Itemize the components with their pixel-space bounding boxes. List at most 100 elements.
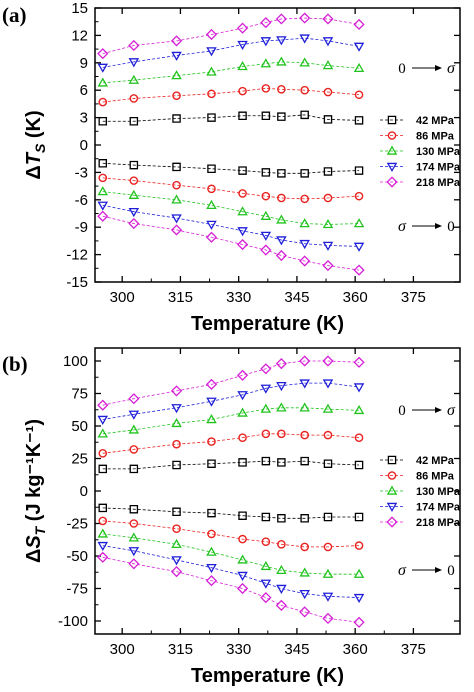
- legend-marker: [386, 502, 398, 512]
- data-point: [128, 393, 140, 405]
- data-point: [275, 249, 287, 262]
- series-line: [102, 114, 360, 122]
- data-point: [97, 201, 109, 211]
- series-218-mpa: [97, 355, 365, 411]
- annotation-start: σ: [398, 562, 407, 579]
- legend-entry: 174 MPa: [380, 502, 461, 514]
- data-point: [170, 224, 183, 236]
- data-point: [353, 593, 365, 604]
- data-point: [170, 566, 183, 578]
- data-point: [260, 384, 272, 394]
- series-line: [102, 360, 360, 406]
- y-tick-label: -75: [66, 581, 88, 598]
- y-tick-label: -6: [75, 192, 88, 209]
- data-point: [323, 542, 333, 552]
- data-point: [98, 117, 108, 126]
- data-point: [353, 218, 365, 228]
- data-point: [172, 91, 181, 100]
- data-point: [128, 558, 140, 570]
- data-point: [206, 199, 217, 209]
- data-point: [207, 529, 216, 539]
- data-point: [322, 259, 334, 272]
- series-174-mpa: [97, 201, 365, 252]
- data-point: [237, 40, 248, 50]
- series-42-mpa: [98, 503, 364, 523]
- legend-label: 218 MPa: [416, 177, 461, 189]
- data-point: [207, 184, 216, 194]
- data-point: [171, 194, 182, 204]
- data-point: [172, 439, 181, 449]
- data-point: [207, 508, 216, 518]
- y-axis-subscript: T: [32, 525, 48, 535]
- data-point: [171, 51, 182, 61]
- series-218-mpa: [97, 210, 365, 276]
- legend-marker: [386, 176, 398, 188]
- x-tick-label: 345: [284, 289, 309, 306]
- data-point: [323, 115, 333, 124]
- annotation-start: 0: [398, 403, 406, 419]
- y-tick-label: 25: [71, 451, 88, 468]
- data-point: [260, 210, 272, 220]
- data-point: [353, 568, 365, 578]
- y-axis-delta: Δ: [23, 549, 45, 563]
- data-point: [207, 437, 216, 446]
- y-tick-label: 100: [63, 353, 88, 370]
- data-point: [353, 18, 365, 31]
- data-point: [171, 556, 182, 566]
- data-point: [299, 379, 310, 389]
- series-line: [102, 61, 360, 84]
- series-130-mpa: [97, 56, 365, 87]
- y-tick-label: 75: [71, 386, 88, 403]
- data-point: [299, 355, 311, 367]
- annotation-end: σ: [447, 60, 456, 77]
- data-point: [260, 231, 272, 241]
- data-point: [277, 84, 286, 94]
- data-point: [97, 186, 109, 196]
- data-point: [300, 110, 309, 120]
- data-point: [322, 612, 334, 624]
- series-line: [102, 382, 360, 420]
- data-point: [129, 519, 139, 528]
- series-line: [102, 191, 360, 225]
- annotation-arrowhead: [435, 223, 442, 229]
- data-point: [261, 456, 271, 466]
- series-line: [102, 204, 360, 247]
- data-point: [299, 255, 311, 267]
- data-point: [299, 402, 310, 412]
- data-point: [277, 169, 286, 178]
- series-line: [102, 17, 360, 55]
- data-point: [261, 84, 271, 93]
- x-tick-label: 300: [110, 641, 135, 658]
- data-point: [322, 241, 334, 251]
- x-axis-title: Temperature (K): [191, 665, 344, 687]
- data-point: [275, 13, 287, 25]
- data-point: [172, 524, 181, 534]
- y-tick-label: 15: [71, 0, 88, 17]
- data-point: [206, 220, 217, 230]
- data-point: [238, 458, 247, 467]
- data-point: [171, 70, 182, 80]
- x-tick-label: 315: [168, 641, 193, 658]
- data-point: [322, 403, 334, 413]
- legend-entry: 218 MPa: [380, 516, 461, 529]
- data-point: [323, 167, 333, 176]
- series-174-mpa: [97, 541, 365, 604]
- data-point: [261, 537, 271, 547]
- y-tick-label: 0: [80, 137, 88, 154]
- data-point: [237, 571, 248, 581]
- series-86-mpa: [98, 516, 364, 552]
- data-point: [354, 166, 364, 175]
- data-point: [277, 429, 286, 439]
- data-point: [277, 458, 286, 467]
- data-point: [261, 512, 271, 522]
- legend-entry: 86 MPa: [380, 131, 455, 143]
- data-point: [300, 85, 309, 95]
- series-130-mpa: [97, 186, 365, 229]
- x-tick-label: 360: [343, 641, 368, 658]
- y-axis-subscript: S: [32, 143, 48, 153]
- data-point: [129, 504, 139, 514]
- data-point: [171, 404, 182, 414]
- series-86-mpa: [98, 173, 364, 204]
- legend-marker: [386, 516, 398, 528]
